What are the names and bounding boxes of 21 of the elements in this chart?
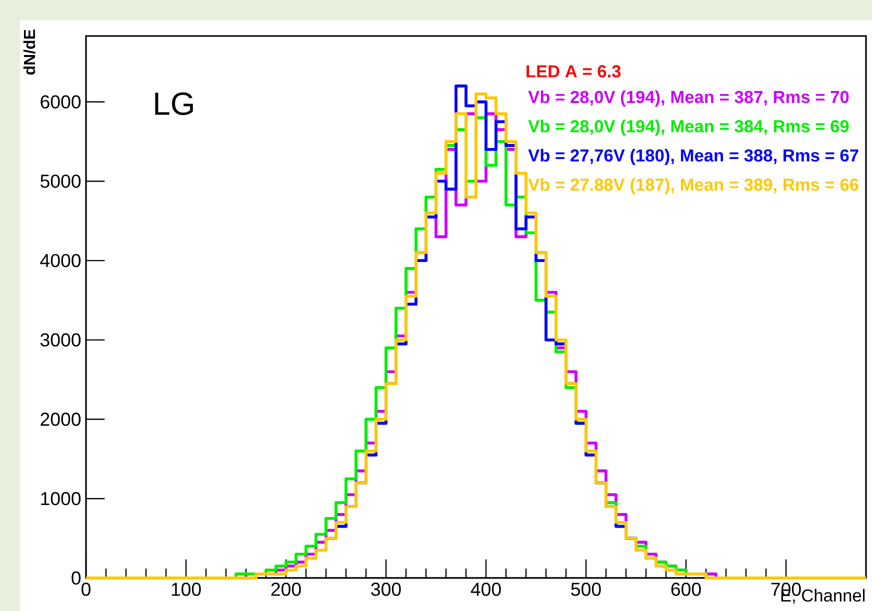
x-tick-label: 400 [470,582,501,596]
x-tick-label: 600 [671,582,701,596]
series-label: Vb = 28,0V (194), Mean = 387, Rms = 70 [528,90,849,107]
x-tick-label: 200 [271,582,301,596]
x-tick-label: 0 [82,582,90,596]
annotation: LG [155,92,193,116]
x-tick-label: 100 [172,582,201,596]
y-axis-title: dN/dE [23,30,36,75]
legend-title: LED A = 6.3 [526,65,621,78]
y-tick-label: 3000 [40,333,81,347]
y-tick-label: 5000 [40,174,81,188]
x-tick-label: 500 [571,582,601,596]
series-label: Vb = 27,76V (180), Mean = 388, Rms = 67 [528,148,858,166]
y-tick-label: 6000 [40,95,81,108]
series-label: Vb = 27.88V (187), Mean = 389, Rms = 66 [528,178,858,194]
y-tick-label: 4000 [40,254,81,268]
y-tick-label: 1000 [41,492,81,506]
y-tick-label: 0 [72,571,81,585]
y-tick-label: 2000 [40,412,81,426]
x-tick-label: 300 [371,582,401,596]
series-label: Vb = 28,0V (194), Mean = 384, Rms = 69 [528,120,849,136]
